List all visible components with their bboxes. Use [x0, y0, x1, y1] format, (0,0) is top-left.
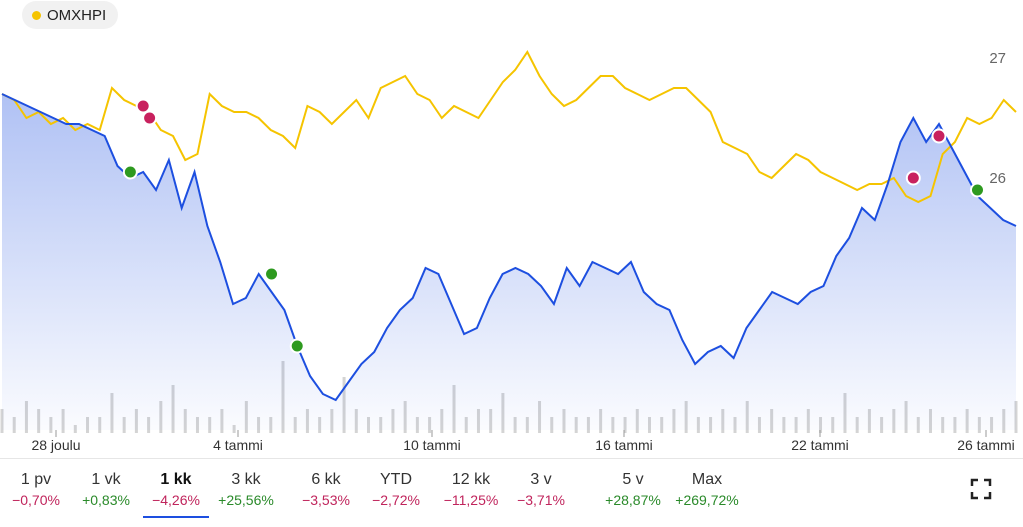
sell-marker[interactable]	[135, 98, 151, 114]
y-tick-label: 26	[989, 170, 1006, 187]
buy-marker[interactable]	[969, 182, 985, 198]
y-axis-ticks: 26 27	[989, 50, 1006, 187]
sell-marker[interactable]	[905, 170, 921, 186]
fullscreen-button[interactable]	[970, 478, 992, 500]
sell-marker[interactable]	[931, 128, 947, 144]
range-tab-8[interactable]: 5 v +28,87%	[598, 460, 668, 510]
x-tick-label: 28 joulu	[31, 437, 80, 453]
range-tab-6[interactable]: 12 kk −11,25%	[436, 460, 506, 510]
series-line-omxhpi	[1, 50, 1017, 204]
range-label: 1 vk	[91, 471, 121, 488]
range-change: −3,53%	[302, 492, 350, 508]
range-tab-7[interactable]: 3 v −3,71%	[506, 460, 576, 510]
range-label: Max	[691, 471, 723, 488]
x-tick-label: 26 tammi	[957, 437, 1015, 453]
range-change: −2,72%	[372, 492, 420, 508]
range-change: −11,25%	[443, 492, 499, 508]
range-label: 1 pv	[20, 471, 52, 488]
buy-marker[interactable]	[122, 164, 138, 180]
range-change: +269,72%	[675, 492, 739, 508]
trade-markers	[122, 98, 985, 354]
divider	[0, 458, 1023, 459]
range-label: YTD	[380, 471, 412, 488]
x-tick-label: 4 tammi	[213, 437, 263, 453]
range-tab-9[interactable]: Max +269,72%	[672, 460, 742, 510]
range-label: 12 kk	[451, 471, 491, 488]
buy-marker[interactable]	[289, 338, 305, 354]
range-tab-0[interactable]: 1 pv −0,70%	[1, 460, 71, 510]
range-tab-3[interactable]: 3 kk +25,56%	[211, 460, 281, 510]
range-label: 3 v	[530, 471, 552, 488]
range-change: +28,87%	[605, 492, 661, 508]
range-label: 1 kk	[160, 471, 192, 488]
range-change: +25,56%	[218, 492, 274, 508]
sell-marker[interactable]	[142, 110, 158, 126]
x-tick-label: 10 tammi	[403, 437, 461, 453]
range-label: 6 kk	[311, 471, 341, 488]
fullscreen-icon	[970, 478, 992, 500]
range-tab-4[interactable]: 6 kk −3,53%	[291, 460, 361, 510]
x-axis-ticks: 28 joulu 4 tammi 10 tammi 16 tammi 22 tammi 2…	[31, 430, 1015, 453]
y-tick-label: 27	[989, 50, 1006, 67]
series-line-stock	[1, 93, 1017, 402]
range-label: 3 kk	[231, 471, 261, 488]
range-tab-2[interactable]: 1 kk −4,26%	[141, 460, 211, 518]
range-tab-1[interactable]: 1 vk +0,83%	[71, 460, 141, 510]
x-tick-label: 16 tammi	[595, 437, 653, 453]
x-tick-label: 22 tammi	[791, 437, 849, 453]
range-label: 5 v	[622, 471, 644, 488]
range-selector: 1 pv −0,70% 1 vk +0,83% 1 kk −4,26% 3 kk +25,56…	[0, 460, 1023, 520]
legend-color-dot	[32, 10, 41, 20]
range-change: −4,26%	[152, 492, 200, 508]
range-change: −3,71%	[517, 492, 565, 508]
range-tab-5[interactable]: YTD −2,72%	[361, 460, 431, 510]
stock-area-fill	[2, 94, 1016, 430]
price-chart: 26 27 28 joulu 4 tammi 10 tammi 16 tammi 22 t…	[0, 50, 1018, 453]
range-change: +0,83%	[82, 492, 130, 508]
range-change: −0,70%	[12, 492, 60, 508]
buy-marker[interactable]	[264, 266, 280, 282]
legend-omxhpi[interactable]: OMXHPI	[22, 1, 119, 29]
legend-label: OMXHPI	[47, 6, 107, 24]
